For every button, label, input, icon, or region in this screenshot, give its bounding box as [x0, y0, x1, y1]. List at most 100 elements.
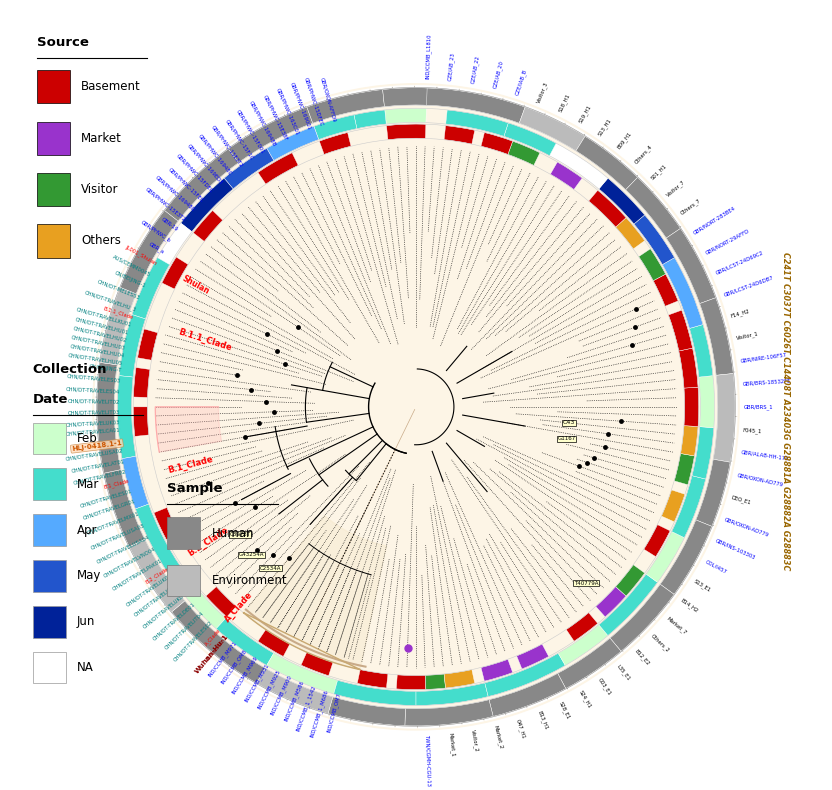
Wedge shape	[616, 217, 645, 249]
FancyBboxPatch shape	[32, 606, 66, 638]
Text: GBR-19: GBR-19	[161, 217, 180, 232]
Wedge shape	[699, 375, 715, 427]
Text: Others_2: Others_2	[650, 633, 671, 653]
Text: Visitor: Visitor	[81, 183, 118, 196]
Wedge shape	[181, 178, 233, 231]
Text: CHN/DT-TRAVELPAK01: CHN/DT-TRAVELPAK01	[111, 557, 163, 591]
Text: Feb: Feb	[77, 432, 98, 445]
Text: GBR/BRS-18532FE: GBR/BRS-18532FE	[743, 378, 791, 386]
Text: S13_H1: S13_H1	[597, 117, 613, 137]
Text: C43: C43	[563, 420, 576, 426]
Text: C8973T: C8973T	[230, 532, 250, 537]
Text: CHN/DT-TRAVELUSA02: CHN/DT-TRAVELUSA02	[65, 448, 123, 461]
Text: NA: NA	[77, 661, 94, 674]
Text: CHN/DT-TRAVELUSA03: CHN/DT-TRAVELUSA03	[90, 523, 146, 551]
Wedge shape	[589, 190, 626, 227]
Wedge shape	[610, 585, 674, 651]
Text: Sample: Sample	[167, 482, 223, 495]
Text: Visitor_3: Visitor_3	[536, 81, 550, 104]
Text: C241T C3037T C6026T C14408T A23403G G28881A G28882A G28883C: C241T C3037T C6026T C14408T A23403G G288…	[781, 251, 790, 570]
Text: CHN/DT-TRAVELUK03: CHN/DT-TRAVELUK03	[66, 419, 121, 427]
Wedge shape	[386, 124, 426, 140]
Text: CHN/DT-TRAVELHU05: CHN/DT-TRAVELHU05	[68, 352, 123, 366]
Text: COL/I457: COL/I457	[705, 559, 728, 574]
Text: B13_H1: B13_H1	[536, 709, 549, 731]
Wedge shape	[154, 507, 179, 540]
Text: Wuhan-Hu-1: Wuhan-Hu-1	[194, 634, 230, 675]
Text: GBR/PHWC-15FDEC: GBR/PHWC-15FDEC	[175, 153, 214, 194]
Circle shape	[93, 84, 739, 730]
Wedge shape	[634, 215, 675, 265]
Text: B.1_Clade: B.1_Clade	[167, 455, 215, 476]
Wedge shape	[133, 367, 150, 397]
Text: CHN/DT-TRAVELAT01: CHN/DT-TRAVELAT01	[71, 458, 125, 473]
Wedge shape	[132, 258, 170, 319]
Wedge shape	[301, 653, 333, 675]
Wedge shape	[700, 298, 734, 375]
Text: Collection: Collection	[32, 363, 107, 376]
Wedge shape	[550, 162, 582, 190]
Text: CZE/IAB_B: CZE/IAB_B	[515, 68, 528, 96]
Text: Others: Others	[81, 235, 121, 247]
Text: CHN/DT-TRAVELES03: CHN/DT-TRAVELES03	[67, 374, 121, 383]
Text: GBR/OXON-AD779: GBR/OXON-AD779	[736, 472, 784, 487]
Text: GBR/ALAB-HH-174: GBR/ALAB-HH-174	[740, 450, 789, 461]
Wedge shape	[692, 427, 714, 479]
Text: Visitor_7: Visitor_7	[666, 179, 686, 198]
Text: GBR/NIRE-106F57: GBR/NIRE-106F57	[740, 352, 788, 363]
Text: IND/CCMB_M900: IND/CCMB_M900	[270, 674, 294, 717]
Wedge shape	[100, 288, 136, 365]
Text: CHN/DT-TRAVELUK02: CHN/DT-TRAVELUK02	[126, 573, 173, 608]
FancyBboxPatch shape	[37, 122, 70, 155]
Text: Others_4: Others_4	[633, 144, 653, 165]
Wedge shape	[168, 566, 225, 629]
Wedge shape	[229, 107, 313, 163]
Text: GBR/OXON-AD779: GBR/OXON-AD779	[723, 517, 770, 537]
Text: G43254A: G43254A	[239, 552, 265, 558]
Text: IND/CCMB_M931: IND/CCMB_M931	[244, 662, 270, 702]
Text: Market_7: Market_7	[666, 615, 687, 635]
Wedge shape	[416, 88, 525, 123]
Text: CHN/DT-TRAVELHU_3: CHN/DT-TRAVELHU_3	[83, 290, 136, 313]
Text: CHN/DT-TRAVELFR02: CHN/DT-TRAVELFR02	[73, 468, 127, 485]
Wedge shape	[314, 115, 357, 140]
Wedge shape	[357, 670, 388, 688]
Text: B14_H2: B14_H2	[680, 597, 699, 614]
Text: GBR/LCST-24D6DB7: GBR/LCST-24D6DB7	[723, 274, 775, 297]
Wedge shape	[120, 210, 178, 294]
Wedge shape	[599, 574, 657, 636]
Text: Visitor_2: Visitor_2	[470, 729, 480, 753]
Text: GBR/PHWC-163C01: GBR/PHWC-163C01	[275, 87, 300, 136]
Text: GBR/PHWC-16948B: GBR/PHWC-16948B	[248, 100, 277, 148]
Wedge shape	[713, 374, 735, 462]
Wedge shape	[206, 587, 236, 617]
FancyBboxPatch shape	[37, 70, 70, 103]
Wedge shape	[258, 152, 298, 184]
Wedge shape	[549, 143, 608, 189]
Text: Source: Source	[37, 36, 89, 48]
Text: S18_H1: S18_H1	[557, 93, 571, 114]
Wedge shape	[679, 348, 698, 388]
Wedge shape	[328, 697, 405, 726]
Wedge shape	[596, 587, 626, 617]
Wedge shape	[576, 136, 637, 190]
Text: G03_E1: G03_E1	[597, 677, 613, 697]
Wedge shape	[416, 683, 488, 705]
FancyBboxPatch shape	[32, 514, 66, 546]
Wedge shape	[224, 149, 274, 189]
Wedge shape	[117, 375, 136, 459]
Text: Market_2: Market_2	[493, 724, 504, 749]
Wedge shape	[396, 675, 426, 690]
Text: CHN/DT-TRAVELMX01: CHN/DT-TRAVELMX01	[87, 510, 141, 536]
Text: Basement: Basement	[81, 81, 141, 93]
Text: S19_H1: S19_H1	[577, 104, 592, 124]
Wedge shape	[444, 670, 475, 688]
Wedge shape	[133, 407, 149, 436]
FancyBboxPatch shape	[32, 652, 66, 683]
Text: T40779A: T40779A	[574, 581, 598, 585]
Text: GBR/PHWC-169001: GBR/PHWC-169001	[290, 82, 312, 131]
Text: GBR/PHWC-15DFEC: GBR/PHWC-15DFEC	[304, 77, 324, 126]
Text: GBR/OXON-AFFD9: GBR/OXON-AFFD9	[319, 77, 337, 122]
Text: GBR/PHWC-15E3T2: GBR/PHWC-15E3T2	[210, 125, 244, 168]
Text: S13_E1: S13_E1	[692, 578, 712, 593]
